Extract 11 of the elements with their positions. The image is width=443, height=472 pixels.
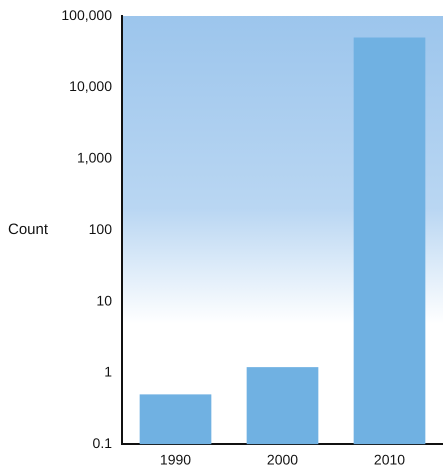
y-tick-label: 10 bbox=[96, 292, 112, 308]
y-tick-label: 1,000 bbox=[76, 150, 112, 166]
y-tick-label: 10,000 bbox=[69, 78, 112, 94]
x-tick-label: 2010 bbox=[374, 451, 406, 468]
y-tick-label: 100 bbox=[88, 220, 112, 237]
x-tick-label: 2000 bbox=[266, 451, 298, 468]
y-tick-label: 1 bbox=[104, 364, 112, 380]
y-tick-label: 0.1 bbox=[92, 435, 112, 452]
y-axis-title: Count bbox=[8, 221, 49, 238]
x-tick-label: 1990 bbox=[160, 451, 192, 468]
y-tick-label: 100,000 bbox=[61, 6, 112, 23]
